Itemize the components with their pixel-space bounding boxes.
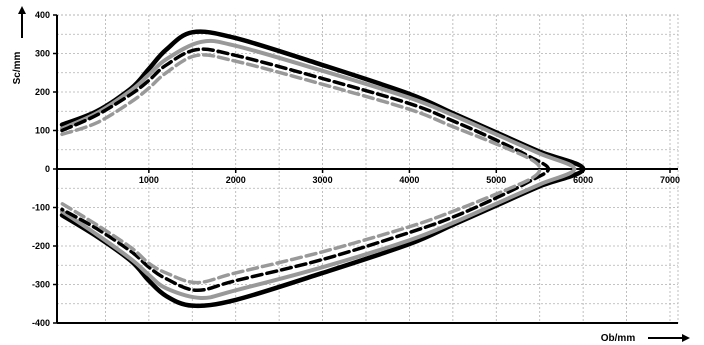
y-tick-label: -100 <box>32 203 50 213</box>
x-tick-label: 4000 <box>399 175 419 185</box>
tick-layer: -400 -300 -200 -100 0 100 200 300 400 1000 2000 300… <box>32 10 680 328</box>
y-tick-label: 400 <box>35 10 50 20</box>
x-tick-label: 1000 <box>139 175 159 185</box>
x-tick-label: 2000 <box>226 175 246 185</box>
series-line-4 <box>60 53 542 285</box>
series-line-1 <box>59 29 586 309</box>
series-line-3 <box>60 47 551 293</box>
series-line-2 <box>60 38 577 300</box>
y-axis-title: Sc/mm <box>12 51 23 84</box>
x-tick-label: 3000 <box>313 175 333 185</box>
y-tick-label: -200 <box>32 241 50 251</box>
y-axis-arrow-head <box>18 6 26 14</box>
y-axis-title-group: Sc/mm <box>12 6 26 84</box>
x-axis-title-group: Ob/mm <box>601 333 690 344</box>
series-layer <box>59 29 586 309</box>
y-tick-label: 100 <box>35 126 50 136</box>
y-tick-label: -400 <box>32 318 50 328</box>
y-tick-label: 200 <box>35 87 50 97</box>
grid-layer <box>56 14 679 324</box>
x-axis-title: Ob/mm <box>601 333 636 344</box>
x-tick-label: 7000 <box>660 175 680 185</box>
x-tick-label: 5000 <box>486 175 506 185</box>
x-tick-label: 6000 <box>573 175 593 185</box>
x-axis-arrow-head <box>682 334 690 342</box>
y-tick-label: 300 <box>35 49 50 59</box>
y-tick-label: -300 <box>32 280 50 290</box>
y-tick-label: 0 <box>45 164 50 174</box>
